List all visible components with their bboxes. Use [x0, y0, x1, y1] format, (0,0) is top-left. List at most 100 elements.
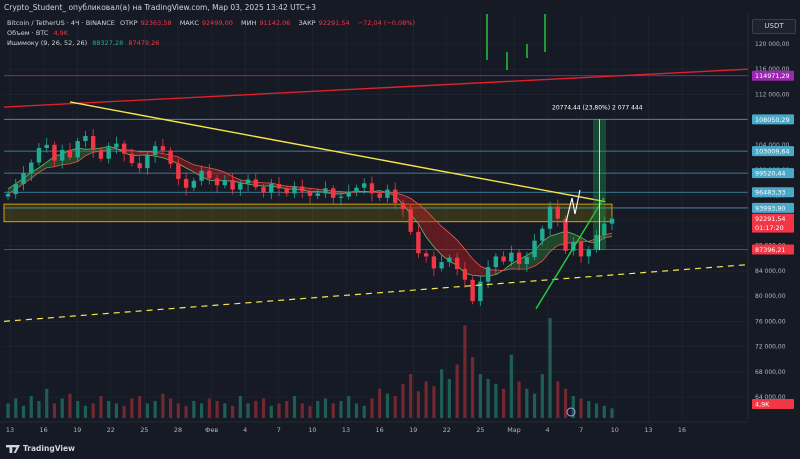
candle-body	[423, 253, 429, 257]
horizontal-levels	[3, 75, 748, 250]
volume-bars	[6, 318, 614, 418]
time-tick-label: 25	[476, 426, 484, 434]
volume-bar	[21, 405, 26, 418]
price-tick-label: 104 000,00	[755, 142, 790, 149]
cloud-segment	[38, 162, 47, 173]
volume-bar	[571, 396, 575, 418]
cloud-segment	[418, 204, 427, 237]
volume-bar	[517, 381, 521, 418]
volume-bar	[385, 393, 390, 418]
candle-body	[114, 143, 119, 148]
cloud-segment	[224, 172, 233, 182]
candle-body	[152, 146, 158, 155]
candle-body	[392, 189, 398, 203]
volume-bar	[362, 405, 366, 418]
brand-name: TradingView	[23, 444, 75, 453]
time-tick-label: 10	[611, 426, 619, 434]
candle-body	[385, 189, 390, 198]
volume-bar	[169, 398, 173, 418]
time-tick-label: 7	[277, 426, 281, 434]
price-label-bg	[752, 213, 794, 224]
candle-body	[431, 256, 437, 269]
volume-bar	[6, 403, 10, 418]
volume-bar	[610, 408, 614, 418]
volume-bar	[409, 374, 413, 418]
volume-bar	[68, 393, 72, 418]
candle-body	[214, 178, 220, 186]
symbol-name[interactable]: Bitcoin / TetherUS · 4Ч · BINANCE	[7, 19, 115, 27]
volume-bar	[52, 403, 57, 418]
price-tick-label: 120 000,00	[755, 41, 790, 48]
price-label: 103009,64	[755, 148, 790, 156]
volume-bar	[563, 388, 568, 418]
candle-body	[199, 170, 204, 181]
time-tick-label: 19	[409, 426, 417, 434]
ichimoku-label[interactable]: Ишимоку (9, 26, 52, 26)	[7, 39, 88, 47]
cloud-segment	[573, 233, 582, 243]
ichimoku-span-b: 87479,26	[128, 39, 160, 47]
cloud-segment	[426, 210, 434, 247]
candle-body	[400, 202, 406, 210]
time-tick-label: 4	[546, 426, 550, 434]
volume-bar	[532, 393, 537, 418]
cloud-segment	[186, 161, 194, 173]
price-label: 96483,33	[755, 189, 786, 197]
candle-body	[52, 144, 57, 161]
volume-bar	[223, 403, 227, 418]
cloud-segment	[449, 232, 458, 266]
ohlc-low: МИН 91142,06	[241, 19, 291, 27]
volume-bar	[509, 354, 513, 418]
candle-body	[454, 257, 460, 270]
cloud-segment	[178, 157, 187, 168]
candle-body	[447, 257, 452, 263]
volume-label[interactable]: Объем · BTC	[7, 29, 49, 37]
measure-label: 20774,44 (23,80%) 2 077 444	[552, 104, 643, 111]
price-label: 93993,90	[755, 204, 786, 212]
volume-bar	[447, 378, 451, 418]
time-tick-label: 22	[107, 426, 115, 434]
rising-support-dashed	[3, 264, 749, 322]
price-label-bg	[752, 244, 794, 255]
volume-bar	[184, 405, 188, 418]
price-tick-label: 72 000,00	[755, 344, 786, 351]
descending-trendline	[69, 101, 606, 203]
volume-bar	[76, 400, 80, 418]
candle-body	[416, 231, 421, 254]
volume-bar	[130, 398, 134, 418]
candle-body	[300, 186, 305, 192]
volume-bar	[401, 383, 405, 418]
candle-body	[338, 196, 344, 198]
volume-bar	[478, 374, 482, 418]
volume-bar	[486, 378, 490, 418]
volume-bar	[347, 396, 351, 418]
candle-body	[269, 183, 274, 193]
volume-bar	[300, 403, 304, 418]
price-label: 4,9K	[755, 401, 770, 409]
candle-body	[75, 141, 80, 158]
candle-body	[439, 262, 444, 269]
price-label-bg	[752, 202, 794, 213]
volume-bar	[176, 403, 180, 418]
candles	[5, 129, 615, 306]
candle-body	[238, 183, 243, 190]
candle-body	[408, 209, 413, 232]
volume-bar	[37, 400, 41, 418]
ohlc-close: ЗАКР 92291,54	[298, 19, 350, 27]
volume-bar	[323, 398, 328, 418]
time-axis[interactable]: 13 16 19 22 25 28 Фев 4 7 10 13 16 19 22 25 Мар 4 7 10 13 16	[0, 421, 748, 438]
volume-bar	[60, 398, 64, 418]
currency-button[interactable]: USDT	[752, 19, 796, 34]
volume-bar	[416, 391, 421, 418]
candle-body	[602, 223, 607, 235]
ichimoku-cloud	[7, 145, 613, 277]
time-tick-label: 13	[6, 426, 14, 434]
candle-body	[578, 241, 584, 257]
candle-body	[369, 183, 375, 194]
candle-body	[168, 150, 173, 164]
volume-bar	[556, 381, 560, 418]
candle-body	[83, 136, 88, 142]
cloud-segment	[550, 233, 558, 252]
volume-bar	[107, 400, 111, 418]
